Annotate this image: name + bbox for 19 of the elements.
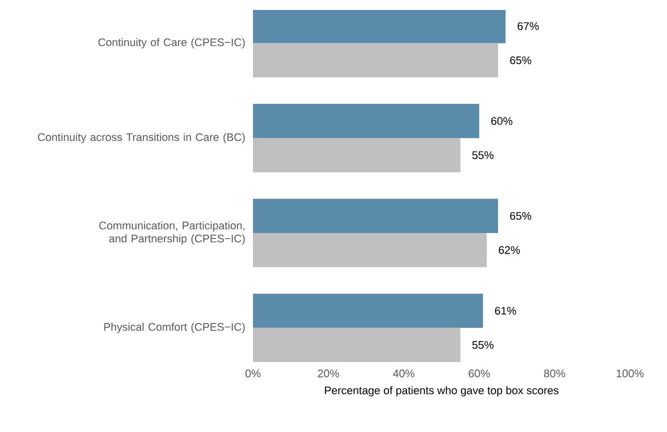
x-tick-label: 40%	[393, 370, 414, 378]
x-tick-label: 0%	[245, 370, 261, 378]
data-label: 67%	[518, 22, 539, 30]
x-tick-label: 80%	[544, 370, 566, 378]
data-label: 65%	[510, 56, 532, 64]
y-tick-label: Physical Comfort (CPES−IC)	[104, 322, 245, 333]
data-label: 55%	[472, 151, 494, 160]
data-label: 65%	[510, 212, 532, 220]
y-tick-label: Continuity of Care (CPES−IC)	[98, 38, 245, 48]
x-tick-label: 20%	[318, 370, 340, 378]
data-label: 60%	[491, 117, 512, 125]
x-tick-label: 100%	[616, 370, 644, 378]
y-tick-label: Communication, Participation, and Partnership (CPES−IC)	[99, 221, 245, 245]
x-axis-title: Percentage of patients who gave top box scores	[325, 386, 558, 396]
data-label: 55%	[472, 341, 494, 349]
data-label: 62%	[498, 246, 520, 254]
y-tick-label: Continuity across Transitions in Care (BC)	[38, 132, 245, 144]
x-tick-label: 60%	[468, 370, 490, 378]
data-label: 61%	[495, 306, 516, 315]
